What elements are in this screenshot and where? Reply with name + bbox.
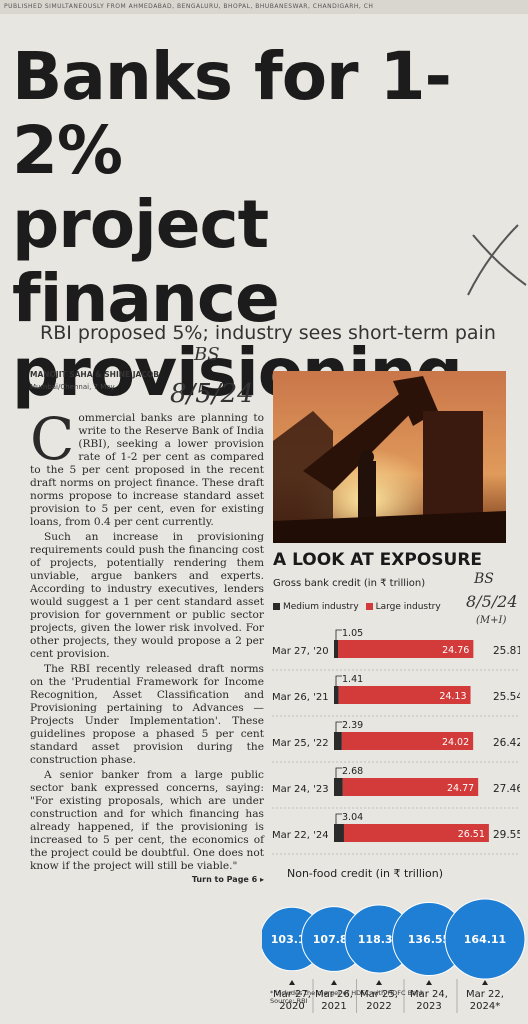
headline-line-1: Banks for 1-2%: [12, 38, 452, 189]
handwriting-side-note: (M+I): [476, 615, 506, 626]
article-paragraph-1-text: ommercial banks are planning to write to…: [30, 412, 264, 528]
bar-total-value: 26.42: [493, 737, 520, 749]
bar-medium-value: 3.04: [342, 812, 363, 823]
gross-credit-bar-chart: Mar 27, '20 1.05 24.76 25.81 Mar 26, '21 1.41…: [272, 628, 520, 855]
bar-large-value: 24.76: [442, 645, 469, 656]
bubble-year-label: 2022: [366, 1001, 391, 1012]
bar-medium-leader: [335, 629, 342, 640]
bar-large: [342, 778, 479, 796]
bubble-date-marker: [331, 980, 337, 985]
legend-swatch-large: [365, 603, 373, 610]
chart-footnote: * Includes the merger of HDFC with HDFC …: [270, 989, 510, 1005]
bar-total-value: 25.81: [493, 645, 520, 657]
bar-medium: [334, 686, 339, 704]
dateline: Mumbai/Chennai, 7 May: [30, 383, 115, 391]
bar-large-value: 24.02: [442, 737, 469, 748]
bar-large-value: 26.51: [458, 829, 485, 840]
bar-large: [338, 640, 474, 658]
bubble-date-marker: [482, 980, 488, 985]
article-paragraph-3: The RBI recently released draft norms on…: [30, 663, 264, 766]
bar-medium: [334, 640, 338, 658]
bar-large-value: 24.13: [439, 691, 466, 702]
bar-total-value: 25.54: [493, 691, 520, 703]
bubble-year-label: 2023: [416, 1001, 441, 1012]
bubble-date-label: Mar 25,: [360, 989, 398, 1000]
gross-credit-label: Gross bank credit (in ₹ trillion): [273, 578, 426, 589]
bubble-date-label: Mar 24,: [410, 989, 448, 1000]
bar-medium-leader: [335, 767, 342, 778]
bar-category-label: Mar 27, '20: [272, 646, 329, 657]
bar-category-label: Mar 26, '21: [272, 692, 329, 703]
deck-subheadline: RBI proposed 5%; industry sees short-ter…: [40, 322, 496, 344]
bar-medium-leader: [335, 721, 342, 732]
drop-cap: C: [30, 405, 75, 473]
bubble-date-label: Mar 27,: [273, 989, 311, 1000]
article-paragraph-4: A senior banker from a large public sect…: [30, 769, 264, 884]
turn-to-page-link[interactable]: Turn to Page 6 ▸: [191, 875, 264, 884]
bar-medium-value: 1.41: [342, 674, 363, 685]
bubble-year-label: 2020: [279, 1001, 304, 1012]
bar-large: [343, 824, 489, 842]
bar-total-value: 27.46: [493, 783, 520, 795]
bar-medium: [334, 824, 344, 842]
headline-line-2: project finance: [12, 186, 280, 337]
article-paragraph-2: Such an increase in provisioning require…: [30, 531, 264, 660]
bubble-value: 118.36: [358, 933, 401, 946]
bubble-date-marker: [426, 980, 432, 985]
handwritten-annotation-side: BS 8/5/24 (M+I): [466, 571, 518, 626]
footnote-source: Source: RBI: [270, 997, 308, 1005]
bubble-year-label: 2024*: [470, 1001, 500, 1012]
bar-medium-leader: [335, 813, 342, 824]
bar-large: [338, 686, 471, 704]
handwriting-side-date: 8/5/24: [466, 592, 518, 611]
article-paragraph-4-text: A senior banker from a large public sect…: [30, 769, 264, 872]
bubble-date-label: Mar 22,: [466, 989, 504, 1000]
handwriting-top-initials: BS: [193, 344, 220, 365]
bar-category-label: Mar 24, '23: [272, 784, 329, 795]
bubble-year-label: 2021: [321, 1001, 346, 1012]
bar-category-label: Mar 25, '22: [272, 738, 329, 749]
footnote-merger: * Includes the merger of HDFC with HDFC …: [270, 989, 424, 997]
bubble-value: 136.55: [408, 933, 450, 946]
bubble-date-marker: [289, 980, 295, 985]
bar-total-value: 29.55: [493, 829, 520, 841]
exposure-title: A LOOK AT EXPOSURE: [273, 550, 483, 570]
bar-large: [341, 732, 474, 750]
legend-swatch-medium: [273, 603, 280, 610]
bar-medium-value: 2.39: [342, 720, 363, 731]
headline: Banks for 1-2% project finance provision…: [12, 40, 522, 410]
bubble-value: 164.11: [464, 933, 506, 946]
bar-medium-value: 2.68: [342, 766, 363, 777]
chart-legend: Medium industry Large industry: [273, 602, 441, 612]
handwriting-side-initials: BS: [473, 571, 494, 587]
handwritten-annotation-top: BS 8/5/24: [170, 344, 254, 409]
bubble: [444, 898, 526, 980]
bar-medium: [334, 778, 343, 796]
construction-photo: [273, 371, 506, 543]
handwriting-top-date: 8/5/24: [170, 379, 254, 409]
handwritten-x-mark: [467, 224, 527, 296]
bar-medium-value: 1.05: [342, 628, 363, 639]
byline: MANOJIT SAHA & SHINE JACOB: [30, 370, 159, 379]
bubble-date-label: Mar 26,: [315, 989, 353, 1000]
legend-large-label: Large industry: [375, 602, 441, 612]
bar-large-value: 24.77: [447, 783, 474, 794]
legend-medium-label: Medium industry: [283, 602, 359, 612]
bar-category-label: Mar 22, '24: [272, 830, 329, 841]
bubble-date-marker: [376, 980, 382, 985]
bar-medium: [334, 732, 342, 750]
bar-medium-leader: [335, 675, 342, 686]
nonfood-credit-label: Non-food credit (in ₹ trillion): [287, 867, 444, 880]
masthead: PUBLISHED SIMULTANEOUSLY FROM AHMEDABAD,…: [0, 0, 528, 14]
